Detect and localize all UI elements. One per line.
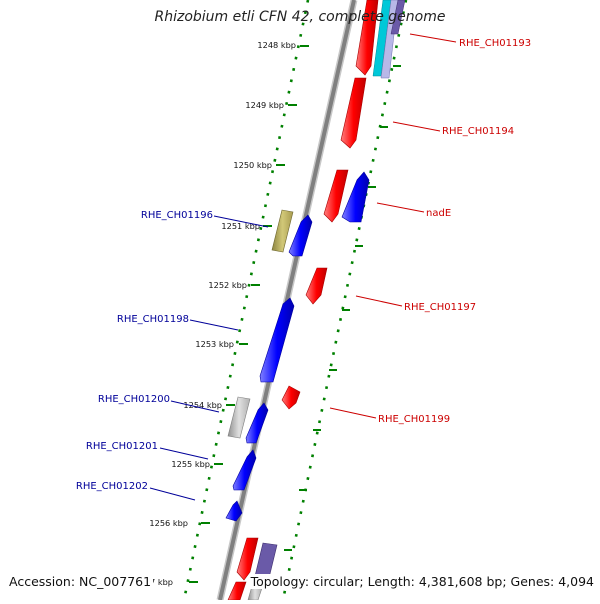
tick-label: 1256 kbp [149, 518, 188, 528]
gene-cyan-top[interactable] [372, 0, 392, 77]
leader-line [189, 319, 239, 331]
gene-label-right[interactable]: RHE_CH01194 [442, 126, 514, 137]
gene-rhe-ch01193[interactable] [355, 0, 379, 76]
leader-line [159, 447, 209, 460]
gene-purple-top[interactable] [390, 0, 406, 35]
tick-label: 1251 kbp [221, 221, 260, 231]
gene-label-right[interactable]: RHE_CH01193 [459, 38, 531, 49]
tick-label: 1257 kbp [134, 577, 173, 587]
leader-line [149, 487, 196, 501]
left-label-leaders [149, 215, 269, 501]
genome-summary-text: Topology: circular; Length: 4,381,608 bp… [248, 574, 594, 589]
tick-marks-right [284, 65, 401, 551]
leader-line [355, 295, 403, 307]
leader-line [170, 400, 220, 413]
backbone [218, 0, 356, 601]
gene-rhe-ch01198[interactable] [259, 297, 295, 383]
gene-label-left[interactable]: RHE_CH01202 [76, 481, 148, 492]
gene-red-bottom-2[interactable] [227, 581, 247, 601]
gene-rhe-ch01197[interactable] [305, 267, 328, 305]
gene-red-bottom[interactable] [236, 537, 259, 581]
leader-line [329, 407, 377, 419]
forward-strand-genes [227, 0, 379, 601]
gene-purple-bottom[interactable] [254, 542, 278, 579]
gene-label-right[interactable]: RHE_CH01197 [404, 302, 476, 313]
reverse-strand-genes [225, 171, 370, 522]
tick-label: 1250 kbp [233, 160, 272, 170]
accession-text: Accession: NC_007761 [9, 574, 154, 589]
tick-label: 1249 kbp [245, 100, 284, 110]
tick-label: 1253 kbp [195, 339, 234, 349]
tick-track-right [281, 0, 408, 601]
map-title: Rhizobium etli CFN 42, complete genome [154, 9, 446, 25]
gene-rhe-ch01200[interactable] [227, 396, 251, 439]
gene-rhe-ch01202[interactable] [225, 500, 243, 522]
right-label-leaders [329, 33, 457, 419]
tick-label: 1255 kbp [171, 459, 210, 469]
gene-label-left[interactable]: RHE_CH01201 [86, 441, 158, 452]
gene-rhe-ch01199[interactable] [281, 385, 301, 410]
gene-label-right[interactable]: nadE [426, 208, 451, 219]
gene-label-left[interactable]: RHE_CH01196 [141, 210, 213, 221]
gene-label-right[interactable]: RHE_CH01199 [378, 414, 450, 425]
other-genes [227, 0, 406, 601]
gene-rhe-ch01194[interactable] [340, 77, 367, 149]
leader-line [213, 215, 269, 228]
tick-track-left [182, 0, 310, 601]
gene-label-left[interactable]: RHE_CH01198 [117, 314, 189, 325]
leader-line [376, 202, 425, 213]
leader-line [409, 33, 457, 43]
gene-rhe-ch01196[interactable] [271, 209, 294, 253]
tick-label: 1254 kbp [183, 400, 222, 410]
gene-nade-forward[interactable] [323, 169, 349, 223]
gene-nade[interactable] [341, 171, 370, 223]
gene-blue-1254[interactable] [245, 402, 269, 444]
gene-blue-1251[interactable] [288, 214, 313, 257]
tick-label: 1252 kbp [208, 280, 247, 290]
gene-rhe-ch01201[interactable] [232, 449, 257, 491]
leader-line [392, 121, 441, 132]
tick-label: 1248 kbp [257, 40, 296, 50]
gene-label-left[interactable]: RHE_CH01200 [98, 394, 170, 405]
